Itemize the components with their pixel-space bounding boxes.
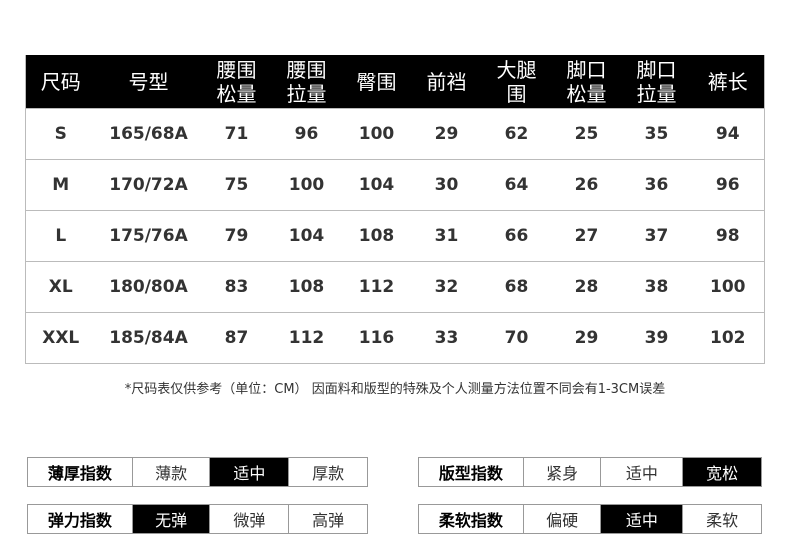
table-cell: 180/80A: [95, 261, 202, 313]
table-cell: 96: [271, 108, 342, 160]
index-option: 适中: [600, 458, 682, 486]
table-cell: 35: [621, 108, 692, 160]
index-option: 厚款: [288, 458, 367, 486]
table-cell: 66: [481, 210, 552, 262]
index-option: 紧身: [522, 458, 601, 486]
column-header: 号型: [95, 55, 202, 109]
table-cell: 100: [691, 261, 765, 313]
index-option: 柔软: [682, 505, 761, 533]
table-cell: 104: [271, 210, 342, 262]
table-cell: 87: [201, 312, 272, 364]
table-cell: 108: [341, 210, 412, 262]
table-cell: 27: [551, 210, 622, 262]
table-cell: 38: [621, 261, 692, 313]
table-row: M 170/72A 75 100 104 30 64 26 36 96: [25, 159, 765, 211]
table-row: XL 180/80A 83 108 112 32 68 28 38 100: [25, 261, 765, 313]
index-option: 高弹: [288, 505, 367, 533]
table-cell: 39: [621, 312, 692, 364]
column-header: 脚口 拉量: [621, 55, 692, 109]
table-cell: XL: [25, 261, 96, 313]
table-cell: 102: [691, 312, 765, 364]
table-cell: 185/84A: [95, 312, 202, 364]
index-option-selected: 无弹: [131, 505, 210, 533]
table-cell: 104: [341, 159, 412, 211]
elasticity-index: 弹力指数 无弹 微弹 高弹: [27, 504, 368, 534]
table-cell: 116: [341, 312, 412, 364]
table-cell: 32: [411, 261, 482, 313]
index-option: 偏硬: [522, 505, 601, 533]
table-cell: 112: [271, 312, 342, 364]
table-header-row: 尺码 号型 腰围 松量 腰围 拉量 臀围 前裆 大腿 围脚口 松量 脚口 拉量 裤长: [25, 55, 765, 109]
table-cell: 112: [341, 261, 412, 313]
table-cell: 94: [691, 108, 765, 160]
table-cell: 29: [411, 108, 482, 160]
softness-index: 柔软指数 偏硬 适中 柔软: [418, 504, 762, 534]
column-header: 尺码: [25, 55, 96, 109]
table-cell: 108: [271, 261, 342, 313]
thickness-index: 薄厚指数 薄款 适中 厚款: [27, 457, 368, 487]
table-cell: 64: [481, 159, 552, 211]
table-cell: 100: [271, 159, 342, 211]
index-label: 版型指数: [438, 464, 503, 483]
table-cell: 79: [201, 210, 272, 262]
table-cell: 96: [691, 159, 765, 211]
column-header: 腰围 拉量: [271, 55, 342, 109]
size-table: 尺码 号型 腰围 松量 腰围 拉量 臀围 前裆 大腿 围脚口 松量 脚口 拉量 裤长 S 165/…: [25, 55, 765, 364]
table-cell: 36: [621, 159, 692, 211]
table-cell: M: [25, 159, 96, 211]
table-cell: 29: [551, 312, 622, 364]
index-option: 微弹: [209, 505, 288, 533]
index-option-selected: 适中: [209, 458, 289, 486]
table-cell: 75: [201, 159, 272, 211]
table-cell: 68: [481, 261, 552, 313]
column-header: 裤长: [691, 55, 765, 109]
column-header: 腰围 松量: [201, 55, 272, 109]
table-cell: XXL: [25, 312, 96, 364]
table-cell: 71: [201, 108, 272, 160]
index-label: 薄厚指数: [47, 464, 112, 483]
table-cell: 165/68A: [95, 108, 202, 160]
table-cell: 83: [201, 261, 272, 313]
table-cell: 70: [481, 312, 552, 364]
table-row: S 165/68A 71 96 100 29 62 25 35 94: [25, 108, 765, 160]
table-cell: 33: [411, 312, 482, 364]
index-label: 柔软指数: [438, 511, 503, 530]
table-cell: 37: [621, 210, 692, 262]
table-cell: 175/76A: [95, 210, 202, 262]
table-cell: L: [25, 210, 96, 262]
table-row: XXL 185/84A 87 112 116 33 70 29 39 102: [25, 312, 765, 364]
column-header: 大腿 围: [481, 55, 552, 109]
table-row: L 175/76A 79 104 108 31 66 27 37 98: [25, 210, 765, 262]
table-cell: S: [25, 108, 96, 160]
index-option-selected: 宽松: [682, 458, 761, 486]
table-cell: 62: [481, 108, 552, 160]
table-cell: 100: [341, 108, 412, 160]
column-header: 前裆: [411, 55, 482, 109]
table-cell: 25: [551, 108, 622, 160]
fit-index: 版型指数 紧身 适中 宽松: [418, 457, 762, 487]
table-cell: 31: [411, 210, 482, 262]
table-cell: 28: [551, 261, 622, 313]
column-header: 脚口 松量: [551, 55, 622, 109]
index-option-selected: 适中: [600, 505, 683, 533]
index-option: 薄款: [131, 458, 210, 486]
table-cell: 30: [411, 159, 482, 211]
table-cell: 98: [691, 210, 765, 262]
size-note: *尺码表仅供参考（单位：CM） 因面料和版型的特殊及个人测量方法位置不同会有1-…: [124, 382, 666, 397]
index-label: 弹力指数: [47, 511, 112, 530]
table-cell: 26: [551, 159, 622, 211]
column-header: 臀围: [341, 55, 412, 109]
table-cell: 170/72A: [95, 159, 202, 211]
